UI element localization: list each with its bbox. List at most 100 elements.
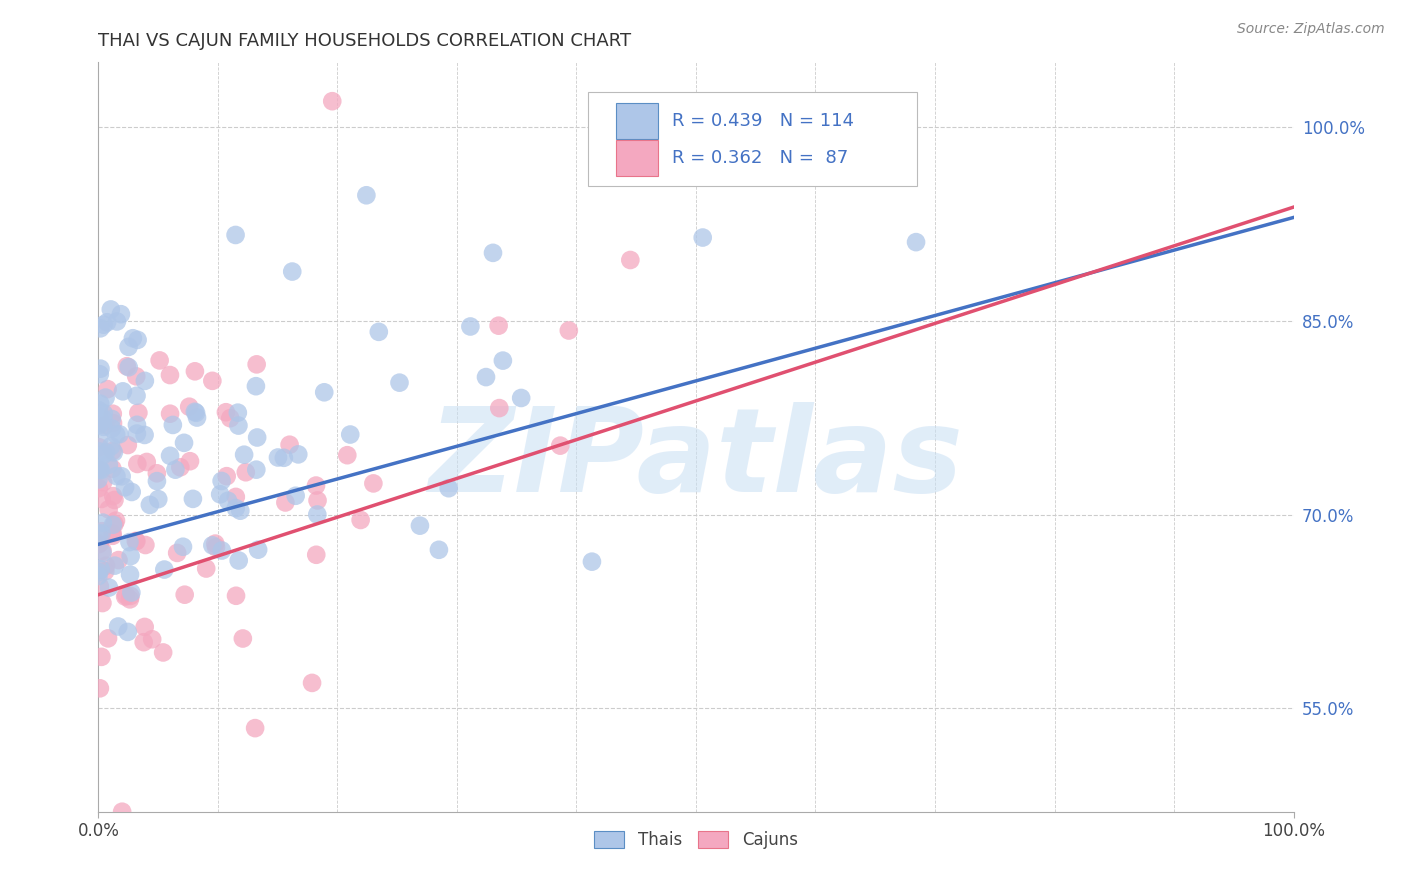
Point: [107, 619, 129, 633]
Point: [101, 421, 124, 435]
Point: [97, 502, 120, 516]
Point: [339, 427, 361, 442]
Point: [89, 368, 111, 382]
Point: [179, 400, 201, 414]
Point: [159, 407, 181, 421]
Point: [111, 384, 134, 399]
Point: [427, 542, 450, 557]
Text: R = 0.439   N = 114: R = 0.439 N = 114: [672, 112, 853, 130]
Point: [307, 493, 329, 508]
Point: [245, 379, 267, 393]
Point: [87, 569, 110, 583]
Point: [226, 406, 249, 420]
Point: [89, 417, 111, 432]
Point: [97, 632, 120, 646]
Point: [134, 374, 156, 388]
Point: [281, 264, 304, 278]
Point: [91, 543, 114, 558]
Point: [90, 562, 112, 576]
Point: [184, 406, 207, 420]
Point: [87, 481, 110, 495]
Point: [201, 374, 224, 388]
Point: [97, 581, 120, 595]
Point: [91, 596, 114, 610]
Point: [104, 514, 127, 528]
Point: [93, 420, 115, 434]
Point: [235, 465, 257, 479]
Point: [127, 333, 149, 347]
Point: [127, 457, 149, 471]
Point: [111, 469, 134, 483]
Point: [217, 493, 239, 508]
Point: [211, 474, 233, 488]
Point: [89, 321, 111, 335]
Point: [97, 382, 120, 396]
Point: [179, 454, 201, 468]
Point: [115, 589, 138, 603]
Point: [101, 416, 124, 430]
Point: [87, 409, 110, 424]
Point: [246, 357, 269, 371]
Point: [93, 318, 115, 332]
Point: [149, 353, 172, 368]
Point: [105, 427, 128, 442]
Point: [87, 565, 110, 579]
Point: [336, 448, 359, 462]
Point: [349, 513, 371, 527]
Point: [111, 805, 134, 819]
FancyBboxPatch shape: [589, 93, 917, 186]
Point: [96, 315, 118, 329]
Point: [94, 445, 117, 459]
Point: [93, 406, 115, 420]
Point: [488, 318, 510, 333]
Point: [101, 517, 124, 532]
Point: [204, 536, 226, 550]
Point: [134, 620, 156, 634]
Point: [321, 94, 343, 108]
Point: [229, 504, 252, 518]
Point: [93, 412, 115, 426]
Point: [139, 498, 162, 512]
Point: [247, 542, 270, 557]
Point: [107, 553, 129, 567]
Point: [94, 564, 117, 578]
Point: [146, 467, 169, 481]
Point: [89, 444, 111, 458]
Point: [121, 485, 143, 500]
Point: [301, 676, 323, 690]
Point: [91, 516, 114, 530]
Point: [122, 331, 145, 345]
Point: [117, 340, 139, 354]
Point: [153, 563, 176, 577]
Point: [305, 548, 328, 562]
Point: [488, 401, 510, 416]
Point: [89, 579, 111, 593]
Point: [232, 632, 254, 646]
Point: [97, 458, 120, 472]
Point: [114, 590, 136, 604]
Bar: [616, 103, 658, 139]
Point: [125, 417, 148, 432]
Point: [148, 492, 170, 507]
Point: [101, 412, 124, 426]
Text: THAI VS CAJUN FAMILY HOUSEHOLDS CORRELATION CHART: THAI VS CAJUN FAMILY HOUSEHOLDS CORRELAT…: [98, 32, 631, 50]
Point: [125, 533, 148, 548]
Point: [274, 495, 297, 509]
Point: [287, 447, 309, 461]
Point: [492, 353, 515, 368]
Point: [581, 555, 603, 569]
Point: [165, 463, 187, 477]
Point: [510, 391, 533, 405]
Point: [90, 649, 112, 664]
Text: ZIPatlas: ZIPatlas: [429, 402, 963, 517]
Point: [219, 411, 242, 425]
Point: [87, 403, 110, 417]
Point: [146, 474, 169, 488]
Point: [284, 489, 307, 503]
Point: [120, 589, 142, 603]
Point: [100, 439, 122, 453]
Point: [225, 227, 247, 242]
Point: [89, 462, 111, 476]
Point: [169, 460, 191, 475]
Point: [475, 370, 498, 384]
